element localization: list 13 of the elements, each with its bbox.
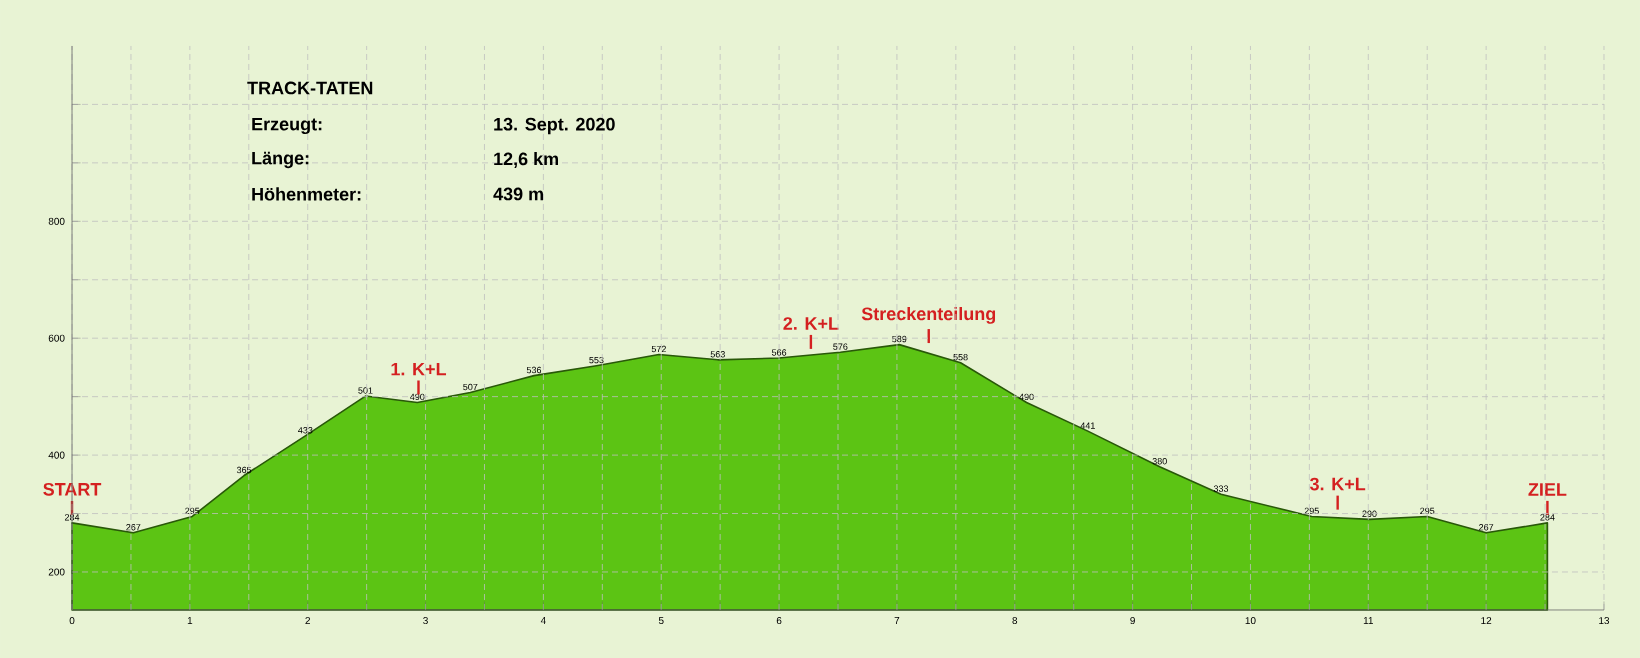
annotation: 2. K+L bbox=[783, 317, 839, 330]
text: TRACK-TATEN bbox=[247, 81, 373, 95]
annotation: Höhenmeter: bbox=[252, 187, 361, 201]
annotation: 439 m bbox=[493, 187, 543, 201]
annotation: ZIEL bbox=[1528, 483, 1567, 496]
annotation: 12,6 km bbox=[494, 152, 558, 168]
annotation: Streckenteilung bbox=[861, 307, 996, 324]
annotation: 3. K+L bbox=[1309, 477, 1366, 491]
annotation: Länge: bbox=[252, 151, 309, 169]
annotation: 1. K+L bbox=[391, 362, 447, 376]
annotation: START bbox=[43, 482, 102, 496]
annotation: 13. Sept. 2020 bbox=[494, 117, 615, 135]
annotation: Erzeugt: bbox=[252, 117, 322, 135]
